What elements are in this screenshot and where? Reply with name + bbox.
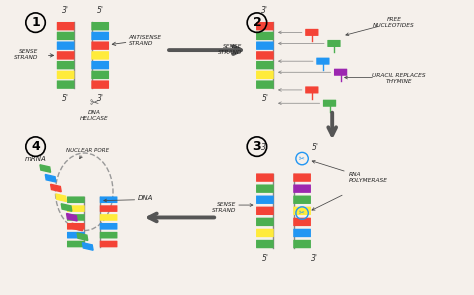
FancyBboxPatch shape xyxy=(100,196,118,203)
Text: 3': 3' xyxy=(261,143,268,152)
FancyBboxPatch shape xyxy=(91,22,109,30)
Text: 3': 3' xyxy=(62,6,69,15)
Polygon shape xyxy=(72,223,82,231)
FancyBboxPatch shape xyxy=(100,223,118,230)
FancyBboxPatch shape xyxy=(91,71,109,79)
Text: 4: 4 xyxy=(31,140,40,153)
FancyBboxPatch shape xyxy=(293,173,311,182)
Polygon shape xyxy=(66,214,77,221)
Polygon shape xyxy=(82,243,93,250)
Text: 5': 5' xyxy=(62,94,69,103)
Text: 3': 3' xyxy=(97,94,104,103)
Text: 5': 5' xyxy=(261,94,268,103)
Polygon shape xyxy=(77,233,88,240)
FancyBboxPatch shape xyxy=(100,214,118,221)
Text: 2: 2 xyxy=(253,16,261,29)
FancyBboxPatch shape xyxy=(256,81,274,89)
FancyBboxPatch shape xyxy=(256,51,274,60)
FancyBboxPatch shape xyxy=(67,232,85,238)
FancyBboxPatch shape xyxy=(91,81,109,89)
FancyBboxPatch shape xyxy=(256,196,274,204)
FancyBboxPatch shape xyxy=(305,29,319,36)
Text: DNA
HELICASE: DNA HELICASE xyxy=(80,110,109,121)
FancyBboxPatch shape xyxy=(57,61,74,69)
FancyBboxPatch shape xyxy=(256,184,274,193)
FancyBboxPatch shape xyxy=(323,100,336,107)
Text: ✂: ✂ xyxy=(299,155,305,162)
FancyBboxPatch shape xyxy=(256,32,274,40)
FancyBboxPatch shape xyxy=(256,173,274,182)
Polygon shape xyxy=(56,194,66,201)
FancyBboxPatch shape xyxy=(100,232,118,238)
FancyBboxPatch shape xyxy=(57,51,74,60)
Text: 3: 3 xyxy=(253,140,261,153)
Text: 5': 5' xyxy=(311,143,319,152)
Text: URACIL REPLACES
THYMINE: URACIL REPLACES THYMINE xyxy=(372,73,426,84)
FancyBboxPatch shape xyxy=(67,214,85,221)
FancyBboxPatch shape xyxy=(293,196,311,204)
FancyBboxPatch shape xyxy=(328,40,341,47)
FancyBboxPatch shape xyxy=(67,241,85,247)
FancyBboxPatch shape xyxy=(100,205,118,212)
Text: 5': 5' xyxy=(97,6,104,15)
Text: RNA
POLYMERASE: RNA POLYMERASE xyxy=(349,172,388,183)
FancyBboxPatch shape xyxy=(91,61,109,69)
FancyBboxPatch shape xyxy=(91,42,109,50)
FancyBboxPatch shape xyxy=(57,32,74,40)
FancyBboxPatch shape xyxy=(305,86,319,94)
FancyBboxPatch shape xyxy=(256,240,274,248)
FancyBboxPatch shape xyxy=(91,32,109,40)
Text: DNA: DNA xyxy=(137,195,153,201)
FancyBboxPatch shape xyxy=(334,69,347,76)
FancyBboxPatch shape xyxy=(293,206,311,215)
Text: SENSE
STRAND: SENSE STRAND xyxy=(218,44,242,55)
FancyBboxPatch shape xyxy=(67,205,85,212)
Text: NUCLEAR PORE: NUCLEAR PORE xyxy=(66,148,109,153)
FancyBboxPatch shape xyxy=(316,58,329,65)
FancyBboxPatch shape xyxy=(256,206,274,215)
Polygon shape xyxy=(51,184,61,192)
Polygon shape xyxy=(61,204,72,211)
Text: FREE
NUCLEOTIDES: FREE NUCLEOTIDES xyxy=(374,17,415,28)
FancyBboxPatch shape xyxy=(91,51,109,60)
FancyBboxPatch shape xyxy=(256,218,274,226)
Text: 3': 3' xyxy=(261,6,268,15)
FancyBboxPatch shape xyxy=(67,223,85,230)
FancyBboxPatch shape xyxy=(67,196,85,203)
Text: 1: 1 xyxy=(31,16,40,29)
Text: 3': 3' xyxy=(311,254,319,263)
Polygon shape xyxy=(40,165,51,172)
Polygon shape xyxy=(46,175,56,182)
FancyBboxPatch shape xyxy=(57,81,74,89)
FancyBboxPatch shape xyxy=(57,42,74,50)
FancyBboxPatch shape xyxy=(293,240,311,248)
Text: 5': 5' xyxy=(261,254,268,263)
Text: ✂: ✂ xyxy=(89,98,99,108)
FancyBboxPatch shape xyxy=(256,22,274,30)
Text: ANTISENSE
STRAND: ANTISENSE STRAND xyxy=(128,35,162,46)
FancyBboxPatch shape xyxy=(256,71,274,79)
Text: ✂: ✂ xyxy=(299,210,305,216)
Text: mRNA: mRNA xyxy=(25,156,46,162)
FancyBboxPatch shape xyxy=(256,229,274,237)
Text: SENSE
STRAND: SENSE STRAND xyxy=(14,49,39,60)
FancyBboxPatch shape xyxy=(293,184,311,193)
FancyBboxPatch shape xyxy=(57,22,74,30)
FancyBboxPatch shape xyxy=(100,241,118,247)
FancyBboxPatch shape xyxy=(256,42,274,50)
FancyBboxPatch shape xyxy=(256,61,274,69)
Text: SENSE
STRAND: SENSE STRAND xyxy=(212,202,236,213)
FancyBboxPatch shape xyxy=(293,229,311,237)
FancyBboxPatch shape xyxy=(293,218,311,226)
FancyBboxPatch shape xyxy=(57,71,74,79)
